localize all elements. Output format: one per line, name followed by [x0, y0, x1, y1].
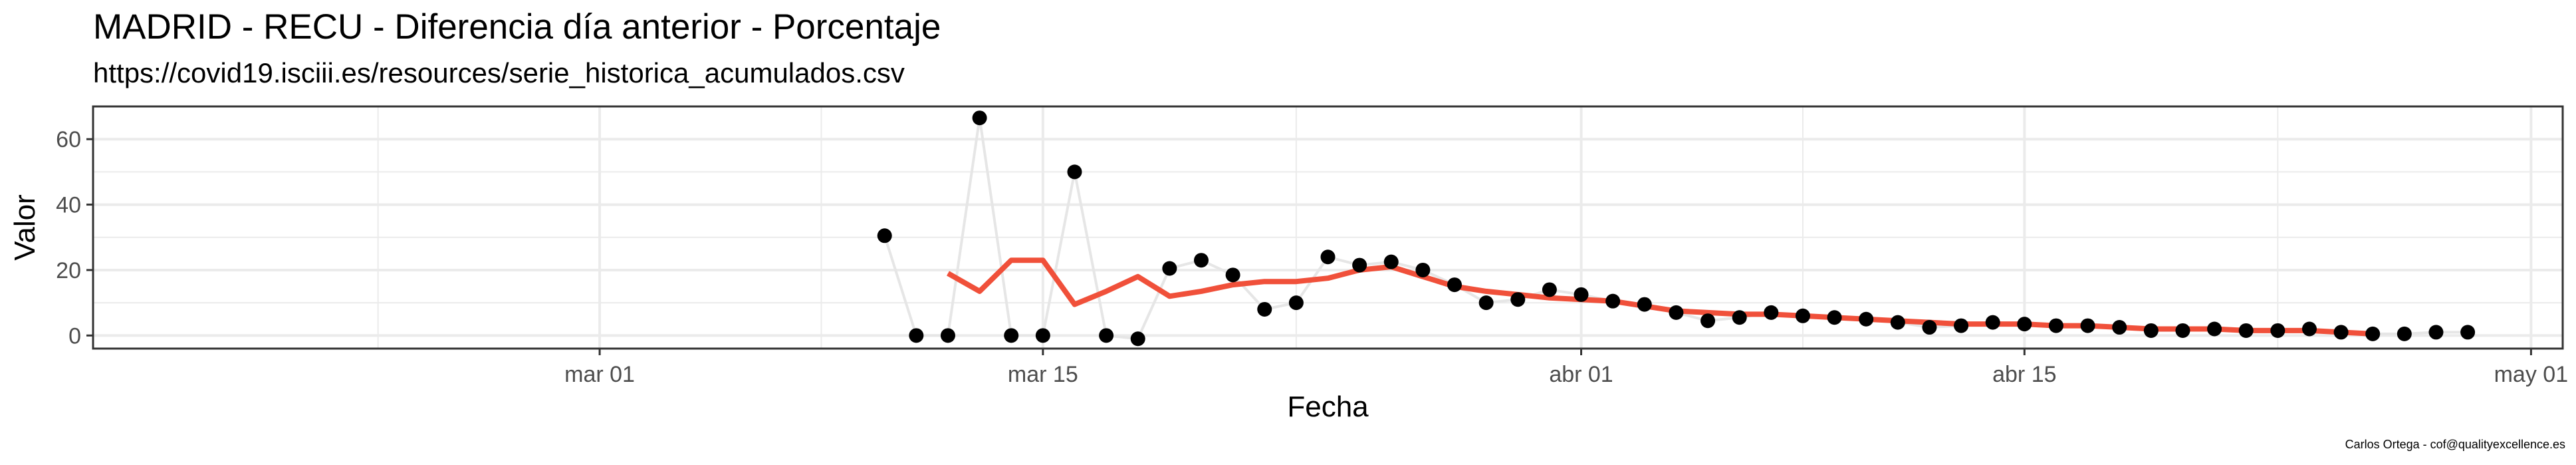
data-point: [1257, 301, 1272, 317]
y-axis-title: Valor: [9, 194, 41, 260]
x-axis-title: Fecha: [1287, 390, 1369, 423]
data-point: [1827, 310, 1842, 325]
data-point: [2460, 325, 2476, 340]
x-axis-ticks: mar 01 mar 15 abr 01 abr 15 may 01: [564, 349, 2568, 387]
smooth-line-layer: [947, 257, 2373, 337]
data-point: [2080, 318, 2095, 333]
panel-border: [92, 105, 2564, 350]
data-point: [1415, 262, 1431, 277]
grid-major: [93, 106, 2563, 349]
chart-subtitle: https://covid19.isciii.es/resources/seri…: [93, 57, 905, 88]
data-point: [2175, 323, 2190, 338]
x-tick-label: mar 01: [564, 362, 635, 387]
x-tick-label: abr 15: [1992, 362, 2056, 387]
data-point: [1004, 328, 1019, 343]
data-point: [2112, 320, 2127, 335]
data-point: [1099, 328, 1114, 343]
points-layer: [877, 110, 2476, 347]
data-point: [1447, 277, 1463, 293]
data-point: [1985, 315, 2000, 330]
data-point: [1954, 318, 1969, 333]
data-point: [1067, 164, 1082, 180]
data-point: [2301, 321, 2317, 337]
data-point: [1637, 297, 1652, 312]
data-point: [1859, 311, 1874, 327]
data-point: [1225, 267, 1240, 283]
data-point: [1035, 328, 1050, 343]
y-axis-ticks: 0 20 40 60: [56, 127, 93, 349]
data-point: [2048, 318, 2063, 333]
data-point: [1320, 249, 1336, 265]
data-point: [1700, 313, 1716, 329]
data-point: [2397, 326, 2412, 341]
moving-average-line: [947, 257, 2373, 337]
y-tick-label: 60: [56, 127, 81, 152]
data-point: [1795, 308, 1810, 323]
data-point: [909, 328, 924, 343]
data-point: [972, 110, 987, 126]
data-point: [1605, 293, 1621, 309]
data-point: [1542, 282, 1557, 297]
data-point: [1574, 287, 1589, 302]
data-point: [2143, 323, 2159, 338]
y-tick-label: 0: [68, 323, 81, 349]
data-point: [1383, 254, 1399, 269]
data-point: [2017, 317, 2032, 332]
data-point: [2365, 326, 2381, 341]
data-point: [877, 228, 892, 243]
data-point: [2207, 321, 2222, 337]
y-tick-label: 20: [56, 258, 81, 283]
data-point: [2333, 325, 2349, 340]
data-point: [1193, 253, 1209, 268]
grid-minor: [93, 106, 2563, 349]
x-tick-label: abr 01: [1549, 362, 1613, 387]
data-point: [1478, 295, 1494, 311]
data-point: [2428, 325, 2444, 340]
data-point: [1510, 292, 1526, 307]
data-point: [1162, 261, 1177, 276]
x-tick-label: mar 15: [1008, 362, 1078, 387]
data-point: [1732, 310, 1747, 325]
data-point: [2238, 323, 2254, 338]
data-point: [1890, 315, 1905, 330]
chart-title: MADRID - RECU - Diferencia día anterior …: [93, 7, 941, 47]
data-point: [1922, 320, 1937, 335]
chart-caption: Carlos Ortega - cof@qualityexcellence.es: [2345, 438, 2565, 451]
y-tick-label: 40: [56, 193, 81, 218]
data-point: [1764, 305, 1779, 320]
data-point: [1669, 305, 1684, 320]
data-point: [1130, 331, 1145, 347]
data-point: [2270, 323, 2285, 338]
data-point: [1352, 257, 1367, 273]
data-point: [940, 328, 955, 343]
data-point: [1288, 295, 1304, 311]
x-tick-label: may 01: [2494, 362, 2569, 387]
